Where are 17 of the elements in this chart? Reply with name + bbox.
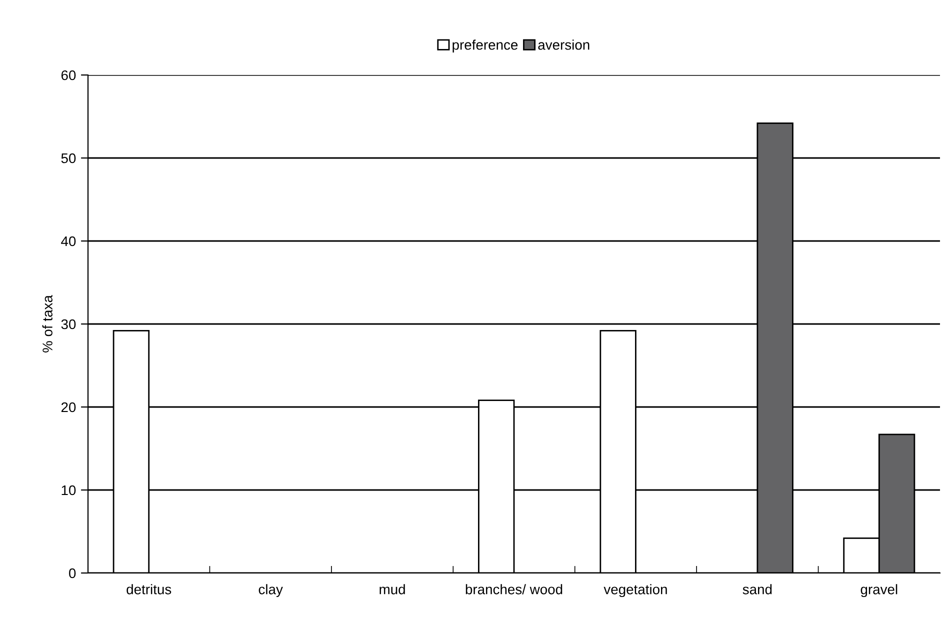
- x-tick-label: detritus: [126, 584, 172, 594]
- x-tick-label: clay: [258, 584, 283, 598]
- x-tick-label: vegetation: [604, 584, 667, 598]
- y-tick-label: 10: [62, 485, 76, 496]
- y-tick-label: 50: [61, 153, 76, 164]
- y-tick-label: 20: [61, 402, 76, 412]
- y-tick-label: 30: [61, 319, 76, 330]
- x-tick-label: gravel: [860, 584, 898, 598]
- y-tick-label: 0: [69, 568, 76, 578]
- x-tick-label: sand: [742, 584, 772, 594]
- y-axis-title: % of taxa: [42, 295, 52, 352]
- y-tick-label: 40: [61, 236, 76, 246]
- x-tick-label: mud: [380, 584, 405, 594]
- y-tick-label: 60: [61, 70, 76, 80]
- legend-label: aversion: [538, 40, 590, 50]
- x-tick-label: branches/ wood: [466, 584, 562, 594]
- legend-label: preference: [452, 40, 518, 53]
